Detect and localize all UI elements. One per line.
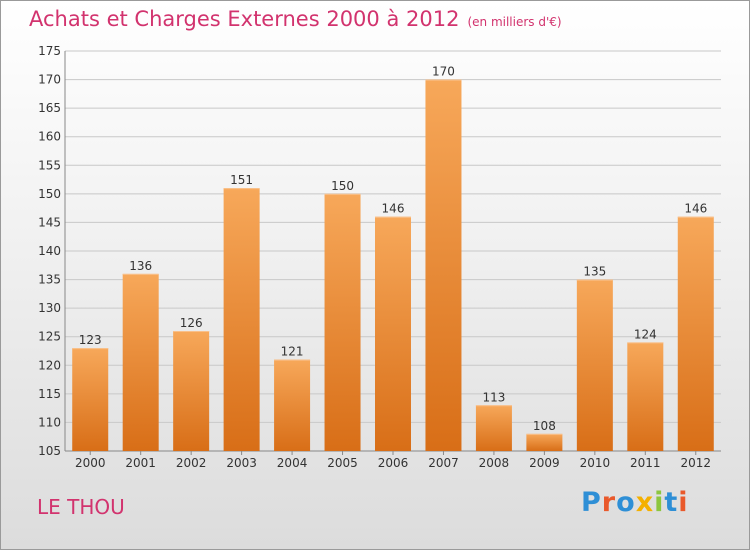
x-tick-label: 2006 [378,456,409,470]
chart-title-text: Achats et Charges Externes 2000 à 2012 [29,7,460,31]
x-tick-label: 2008 [479,456,510,470]
bar [425,79,462,452]
bar [223,188,260,451]
logo-letter: o [616,487,636,518]
y-tick-label: 165 [38,101,61,115]
y-tick-label: 140 [38,244,61,258]
bar [173,331,210,451]
x-tick-label: 2012 [680,456,711,470]
y-tick-label: 160 [38,130,61,144]
data-label: 124 [634,327,657,341]
bar [375,216,411,451]
data-label: 113 [482,390,505,404]
x-tick-label: 2001 [125,456,156,470]
data-label: 121 [281,345,304,359]
data-label: 126 [180,316,203,330]
x-tick-label: 2003 [226,456,257,470]
data-label: 123 [79,333,102,347]
proxiti-logo: Proxiti [581,487,689,518]
bar [677,216,714,451]
bar [526,433,563,451]
x-tick-label: 2011 [630,456,661,470]
data-label: 108 [533,419,556,433]
bar [324,193,361,451]
data-label: 150 [331,179,354,193]
logo-letter: x [635,487,655,518]
y-tick-label: 150 [38,187,61,201]
logo-letter: i [654,487,665,518]
bar [122,273,159,451]
x-tick-label: 2004 [277,456,308,470]
bar [72,348,109,451]
logo-letter: P [581,487,602,518]
y-tick-label: 105 [38,444,61,458]
x-tick-label: 2002 [176,456,207,470]
x-tick-label: 2000 [75,456,106,470]
y-tick-label: 170 [38,73,61,87]
y-tick-label: 135 [38,273,61,287]
x-tick-label: 2010 [580,456,611,470]
bar [274,359,311,451]
bar [627,342,664,451]
x-tick-label: 2009 [529,456,560,470]
y-tick-label: 155 [38,158,61,172]
data-label: 146 [382,202,405,216]
bar [475,405,512,451]
y-tick-label: 130 [38,301,61,315]
logo-letter: r [601,487,617,518]
chart-unit: (en milliers d'€) [467,15,562,29]
y-tick-label: 145 [38,215,61,229]
logo-letter: i [678,487,689,518]
y-tick-label: 110 [38,415,61,429]
data-label: 136 [129,259,152,273]
data-label: 146 [684,202,707,216]
data-label: 170 [432,65,455,79]
place-name: LE THOU [37,495,125,519]
y-tick-label: 115 [38,387,61,401]
data-label: 135 [583,265,606,279]
x-tick-label: 2005 [327,456,358,470]
chart-title: Achats et Charges Externes 2000 à 2012 (e… [29,7,562,31]
y-tick-label: 175 [38,44,61,58]
x-tick-label: 2007 [428,456,459,470]
bar [576,279,613,451]
y-tick-label: 120 [38,358,61,372]
y-tick-label: 125 [38,330,61,344]
logo-letter: t [664,487,679,518]
data-label: 151 [230,173,253,187]
